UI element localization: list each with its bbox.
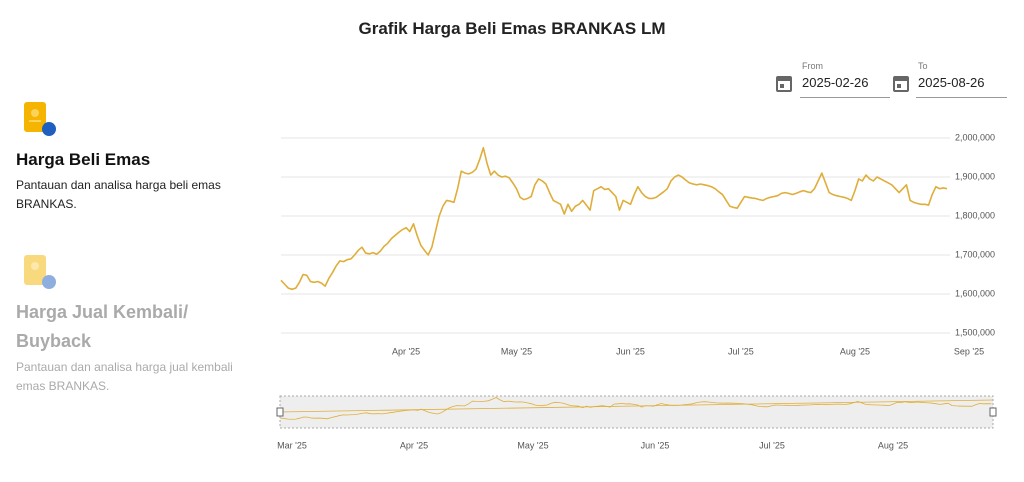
navigator-handle[interactable] (276, 407, 284, 417)
calendar-icon (776, 76, 792, 92)
navigator-trend (279, 399, 994, 413)
date-input[interactable]: 2025-02-26 (802, 75, 869, 90)
y-tick-label: 1,800,000 (955, 210, 995, 220)
navigator-label: Mar '25 (277, 440, 307, 450)
navigator-label: Jun '25 (641, 440, 670, 450)
x-tick-label: Aug '25 (840, 346, 870, 356)
date-input[interactable]: 2025-08-26 (918, 75, 985, 90)
input-underline (916, 97, 1007, 98)
x-tick-label: Jun '25 (616, 346, 645, 356)
navigator-handle[interactable] (989, 407, 997, 417)
x-tick-label: May '25 (501, 346, 532, 356)
navigator-label: May '25 (517, 440, 548, 450)
menu-title: Harga Beli Emas (16, 150, 151, 169)
calendar-icon (893, 76, 909, 92)
page-title: Grafik Harga Beli Emas BRANKAS LM (358, 19, 666, 38)
y-tick-label: 1,600,000 (955, 288, 995, 298)
navigator-label: Apr '25 (400, 440, 428, 450)
y-tick-label: 1,500,000 (955, 327, 995, 337)
y-tick-label: 2,000,000 (955, 132, 995, 142)
navigator-label: Aug '25 (878, 440, 908, 450)
input-underline (800, 97, 890, 98)
menu-item[interactable]: Harga Beli Emas Pantauan dan analisa har… (16, 100, 241, 214)
navigator-label: Jul '25 (759, 440, 785, 450)
navigator-mask (279, 395, 994, 429)
icon (24, 255, 56, 289)
y-tick-label: 1,700,000 (955, 249, 995, 259)
navigator-line (279, 397, 992, 420)
menu-description: Pantauan dan analisa harga beli emas BRA… (16, 178, 221, 211)
date-label: To (918, 61, 928, 71)
x-tick-label: Apr '25 (392, 346, 420, 356)
x-tick-label: Jul '25 (728, 346, 754, 356)
y-tick-label: 1,900,000 (955, 171, 995, 181)
menu-title: Harga Jual Kembali/ Buyback (16, 302, 189, 351)
icon (24, 102, 56, 136)
menu-item[interactable]: Harga Jual Kembali/ Buyback Pantauan dan… (16, 253, 241, 396)
menu-description: Pantauan dan analisa harga jual kembali … (16, 360, 233, 393)
x-tick-label: Sep '25 (954, 346, 984, 356)
price-line (280, 146, 948, 291)
date-label: From (802, 61, 823, 71)
